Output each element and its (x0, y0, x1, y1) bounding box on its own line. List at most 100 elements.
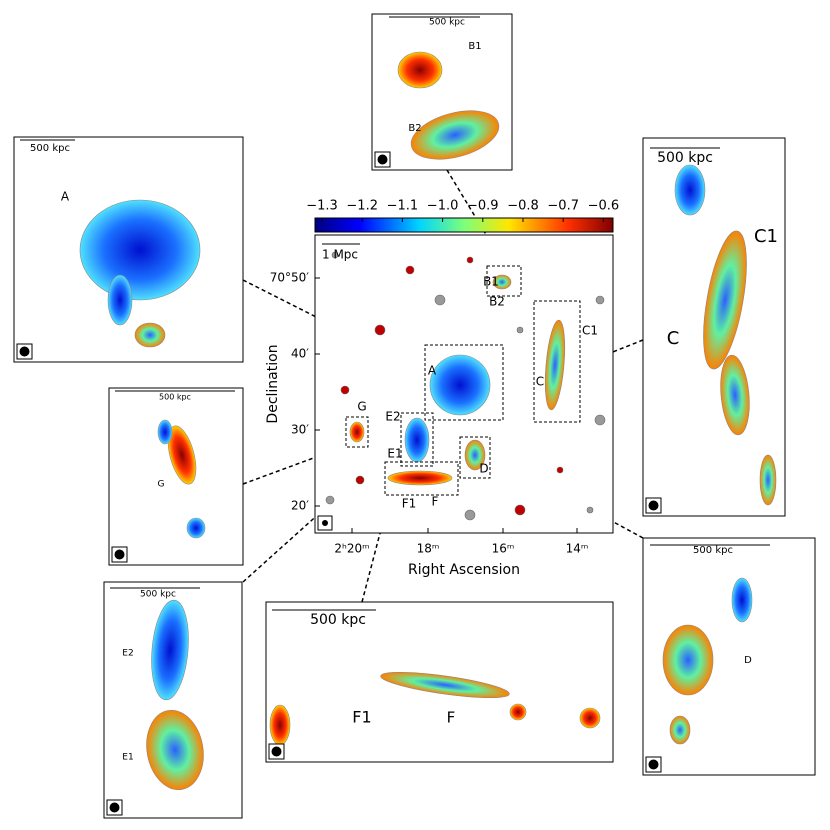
region-box (486, 265, 522, 297)
emission (703, 230, 747, 370)
inset-panel (108, 387, 244, 566)
source (355, 475, 365, 485)
beam (322, 520, 328, 526)
emission (79, 199, 201, 301)
label: 70°50′ (270, 271, 310, 285)
emission (509, 703, 527, 721)
label: D (744, 655, 752, 666)
label: −0.7 (547, 199, 579, 214)
source (514, 504, 526, 516)
emission (759, 454, 777, 506)
emission (107, 274, 133, 326)
label: 500 kpc (693, 545, 733, 556)
label: G (357, 400, 366, 414)
beam (377, 154, 388, 165)
region-box (424, 344, 504, 421)
region-box (400, 412, 434, 467)
label: Right Ascension (408, 562, 520, 578)
source (374, 324, 386, 336)
emission (429, 354, 491, 416)
label: 16ᵐ (492, 542, 515, 556)
label: C (536, 375, 544, 389)
source (434, 294, 446, 306)
emission (731, 577, 753, 623)
label: 500 kpc (429, 18, 465, 28)
emission (186, 517, 206, 539)
label: 18ᵐ (417, 542, 440, 556)
source (556, 466, 564, 474)
label: E1 (387, 447, 402, 461)
source (594, 414, 606, 426)
beam (114, 549, 125, 560)
emission (151, 599, 189, 701)
source (405, 265, 415, 275)
label: C1 (582, 324, 598, 338)
emission (669, 715, 691, 745)
emission (464, 439, 486, 471)
label: 500 kpc (657, 150, 713, 166)
region-box (384, 461, 459, 496)
label: −1.2 (346, 199, 378, 214)
label: 500 kpc (310, 612, 366, 628)
emission (397, 51, 443, 89)
label: G (158, 480, 165, 490)
emission (349, 421, 365, 443)
label: B1 (483, 275, 499, 289)
emission (387, 470, 453, 486)
label: 500 kpc (159, 393, 191, 402)
label: 14ᵐ (566, 542, 589, 556)
label: 500 kpc (140, 590, 176, 600)
label: F1 (402, 497, 417, 511)
label: E2 (122, 649, 133, 659)
source (325, 495, 335, 505)
emission (674, 164, 706, 216)
source (340, 385, 350, 395)
emission (157, 419, 173, 445)
label: E2 (385, 410, 400, 424)
label: −1.0 (427, 199, 459, 214)
beam (271, 746, 282, 757)
label: E1 (122, 753, 133, 763)
emission (404, 417, 430, 463)
emission (720, 354, 750, 436)
label: 2ʰ20ᵐ (334, 542, 369, 556)
label: 30′ (291, 423, 309, 437)
emission (662, 624, 714, 696)
label: −0.6 (588, 199, 620, 214)
label: −1.3 (306, 199, 338, 214)
label: −0.9 (467, 199, 499, 214)
label: F1 (352, 708, 371, 727)
source (466, 256, 474, 264)
emission (146, 710, 204, 790)
label: −1.1 (387, 199, 419, 214)
label: D (479, 462, 488, 476)
emission (410, 110, 500, 160)
label: 20′ (291, 499, 309, 513)
beam (19, 346, 30, 357)
beam (648, 500, 659, 511)
emission (492, 274, 512, 290)
emission (134, 322, 166, 348)
emission (269, 704, 291, 746)
beam (109, 802, 120, 813)
emission (579, 707, 601, 729)
region-box (533, 300, 581, 423)
source (331, 251, 339, 259)
region-box (459, 436, 491, 479)
label: Declination (265, 344, 281, 423)
emission (167, 425, 197, 485)
label: A (61, 190, 70, 204)
source (586, 506, 594, 514)
label: 40′ (291, 347, 309, 361)
label: 500 kpc (30, 143, 70, 154)
emission (544, 319, 566, 411)
label: F (447, 709, 456, 727)
source (464, 509, 476, 521)
beam (648, 759, 659, 770)
label: 1 Mpc (322, 248, 358, 262)
label: C (667, 328, 680, 349)
label: −0.8 (507, 199, 539, 214)
label: B2 (489, 295, 505, 309)
colorbar (314, 217, 614, 233)
